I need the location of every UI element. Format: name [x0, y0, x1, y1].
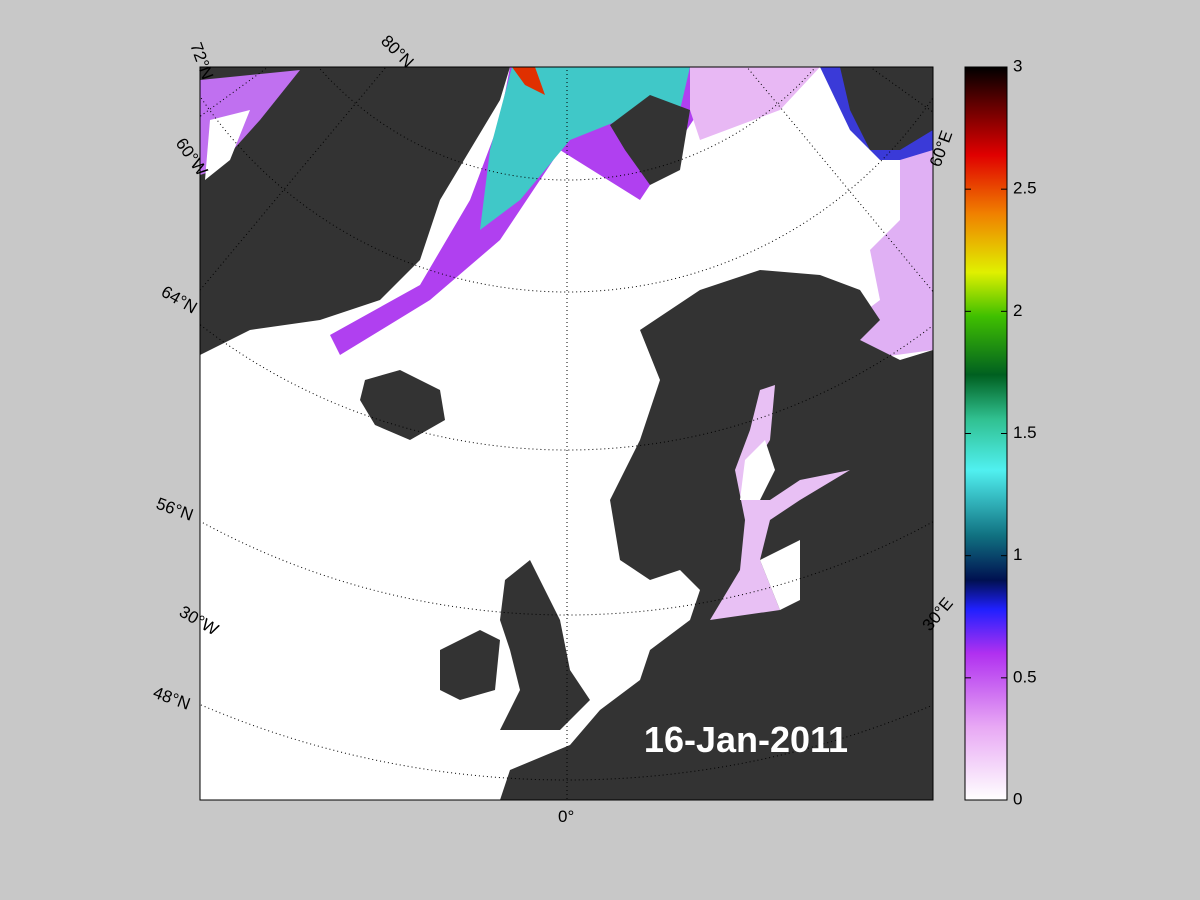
greenland — [200, 67, 510, 355]
ice — [840, 150, 933, 360]
ocean — [205, 110, 250, 180]
iceland — [360, 370, 445, 440]
baltic-ice — [710, 385, 850, 620]
graticule-label: 56°N — [154, 494, 196, 525]
graticule-label: 80°N — [377, 31, 417, 71]
colorbar-tick-label: 0 — [1013, 789, 1022, 808]
colorbar-tick-label: 1.5 — [1013, 423, 1037, 442]
novaya-zemlya — [840, 67, 933, 150]
colorbar — [964, 66, 1008, 801]
scandinavia-europe — [500, 270, 933, 800]
ice — [690, 67, 820, 140]
colorbar-tick-label: 0.5 — [1013, 667, 1037, 686]
graticule-label: 64°N — [158, 282, 200, 317]
graticule — [200, 67, 933, 800]
baltic — [740, 440, 800, 610]
colorbar-tick-label: 2 — [1013, 301, 1022, 320]
colorbar-tick-label: 1 — [1013, 545, 1022, 564]
colorbar-tick-label: 2.5 — [1013, 179, 1037, 198]
svalbard — [610, 95, 690, 185]
colorbar-tick-label: 3 — [1013, 56, 1022, 75]
graticule-label: 72°N — [186, 40, 217, 82]
ice — [330, 67, 700, 355]
map-frame — [199, 66, 934, 801]
map-area — [200, 67, 933, 800]
great-britain — [500, 560, 590, 730]
graticule-label: 0° — [558, 807, 574, 826]
ireland — [440, 630, 500, 700]
graticule-label: 48°N — [151, 683, 193, 714]
thick-ice — [512, 67, 545, 95]
date-label: 16-Jan-2011 — [644, 719, 848, 760]
